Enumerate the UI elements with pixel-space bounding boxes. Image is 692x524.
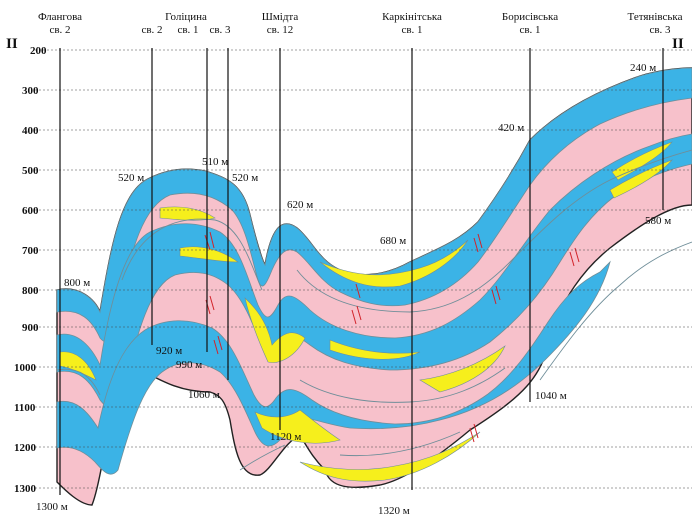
- depth-tick: 1300: [14, 483, 37, 495]
- depth-tick: 400: [22, 125, 39, 137]
- stratigraphic-body: [56, 67, 692, 506]
- depth-tick: 600: [22, 205, 39, 217]
- well-number: св. 1: [519, 24, 540, 36]
- well-name: Шмідта: [262, 11, 299, 23]
- depth-tick: 700: [22, 245, 39, 257]
- depth-tick: 1000: [14, 362, 37, 374]
- well-bottom-depth: 990 м: [176, 359, 202, 371]
- faults: [204, 231, 580, 443]
- well-bottom-depth: 1060 м: [188, 389, 220, 401]
- well-top-depth: 240 м: [630, 62, 656, 74]
- well-top-depth: 800 м: [64, 277, 90, 289]
- yellow-lens: [609, 159, 673, 199]
- yellow-lens: [419, 345, 506, 393]
- well-top-depth: 520 м: [118, 172, 144, 184]
- yellow-lens: [299, 431, 481, 482]
- well-top-depth: 620 м: [287, 199, 313, 211]
- well-number: св. 2: [49, 24, 70, 36]
- well-number: св. 3: [209, 24, 231, 36]
- well-name: Флангова: [38, 11, 82, 23]
- well-name: Тетянівська: [628, 11, 683, 23]
- well-bottom-depth: 1300 м: [36, 501, 68, 513]
- well-bottom-depth: 580 м: [645, 215, 671, 227]
- well-top-depth: 420 м: [498, 122, 524, 134]
- well-top-depth: 520 м: [232, 172, 258, 184]
- profile-label-right: II: [672, 36, 684, 52]
- depth-axis: 200 300 400 500 600 700 800 900 1000 110…: [14, 45, 47, 495]
- yellow-lenses: [59, 141, 673, 482]
- well-depth-labels: 800 м 1300 м 520 м 920 м 510 м 990 м 520…: [36, 62, 671, 517]
- wells: [59, 48, 664, 495]
- depth-tick: 300: [22, 85, 39, 97]
- well-number: св. 12: [267, 24, 294, 36]
- depth-tick: 1200: [14, 442, 37, 454]
- well-top-depth: 510 м: [202, 156, 228, 168]
- well-name: Борисівська: [502, 11, 558, 23]
- depth-tick: 900: [22, 322, 39, 334]
- well-top-depth: 680 м: [380, 235, 406, 247]
- well-number: св. 2: [141, 24, 162, 36]
- depth-grid: [35, 49, 692, 489]
- well-number: св. 1: [177, 24, 198, 36]
- yellow-lens: [329, 339, 421, 360]
- well-name: Голіцина: [165, 11, 207, 23]
- yellow-lens: [179, 246, 239, 263]
- well-number: св. 1: [401, 24, 422, 36]
- depth-tick: 1100: [14, 402, 36, 414]
- yellow-lens: [319, 239, 469, 288]
- profile-label-left: II: [6, 36, 18, 52]
- well-bottom-depth: 1320 м: [378, 505, 410, 517]
- well-bottom-depth: 1040 м: [535, 390, 567, 402]
- well-bottom-depth: 1120 м: [270, 431, 301, 443]
- depth-tick: 500: [22, 165, 39, 177]
- yellow-lens: [611, 141, 673, 181]
- yellow-lens: [59, 351, 97, 381]
- yellow-lens: [244, 297, 306, 363]
- yellow-lens: [159, 206, 216, 221]
- blue-layer: [56, 260, 611, 475]
- well-bottom-depth: 920 м: [156, 345, 182, 357]
- layer-boundaries: [56, 149, 692, 471]
- depth-tick: 800: [22, 285, 39, 297]
- depth-tick: 200: [30, 45, 47, 57]
- well-name: Каркінітська: [382, 11, 442, 23]
- well-number: св. 3: [649, 24, 671, 36]
- well-headers: Флангова св. 2 Голіцина св. 2 св. 1 св. …: [38, 11, 683, 36]
